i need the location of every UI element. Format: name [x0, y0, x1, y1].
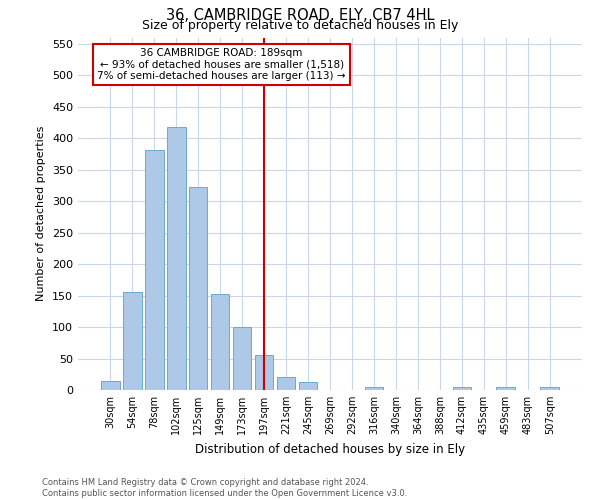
Bar	[123, 292, 142, 390]
Text: 36, CAMBRIDGE ROAD, ELY, CB7 4HL: 36, CAMBRIDGE ROAD, ELY, CB7 4HL	[166, 8, 434, 22]
Bar	[365, 387, 383, 390]
Bar	[167, 127, 185, 390]
Bar	[541, 387, 559, 390]
Text: Contains HM Land Registry data © Crown copyright and database right 2024.
Contai: Contains HM Land Registry data © Crown c…	[42, 478, 407, 498]
Bar	[233, 327, 251, 390]
Text: 36 CAMBRIDGE ROAD: 189sqm
← 93% of detached houses are smaller (1,518)
7% of sem: 36 CAMBRIDGE ROAD: 189sqm ← 93% of detac…	[97, 48, 346, 82]
Y-axis label: Number of detached properties: Number of detached properties	[37, 126, 46, 302]
Bar	[496, 387, 515, 390]
Bar	[189, 188, 208, 390]
Bar	[101, 380, 119, 390]
X-axis label: Distribution of detached houses by size in Ely: Distribution of detached houses by size …	[195, 442, 465, 456]
Bar	[255, 356, 274, 390]
Bar	[452, 387, 471, 390]
Bar	[145, 150, 164, 390]
Bar	[211, 294, 229, 390]
Bar	[299, 382, 317, 390]
Text: Size of property relative to detached houses in Ely: Size of property relative to detached ho…	[142, 19, 458, 32]
Bar	[277, 378, 295, 390]
